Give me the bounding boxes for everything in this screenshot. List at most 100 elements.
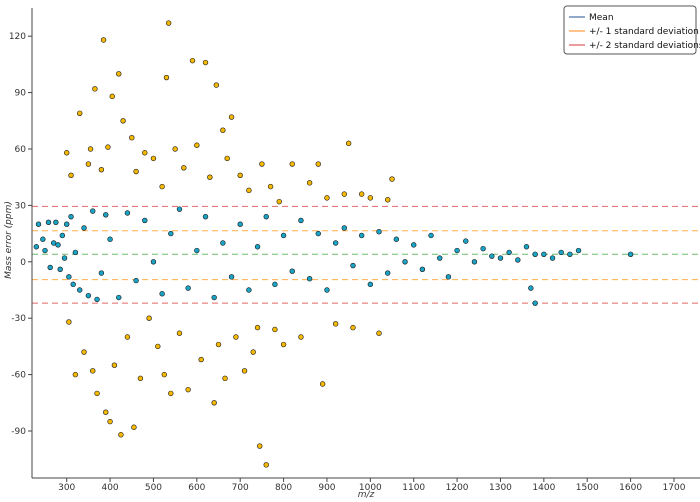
point-0-38 [228, 274, 235, 280]
point-0-43 [272, 281, 278, 288]
point-0-24 [107, 236, 113, 242]
point-1-25 [137, 375, 144, 382]
point-0-73 [528, 285, 534, 291]
point-1-4 [77, 110, 83, 116]
point-1-7 [87, 146, 94, 152]
point-0-29 [150, 259, 157, 265]
point-0-26 [124, 210, 131, 216]
point-1-3 [72, 371, 79, 378]
point-0-8 [55, 242, 61, 248]
point-1-63 [280, 341, 287, 348]
data-points [33, 20, 634, 468]
point-0-39 [237, 221, 243, 227]
legend-label-0: Mean [589, 13, 614, 23]
point-1-21 [124, 334, 131, 340]
x-tick-label-11: 1400 [532, 483, 555, 493]
point-1-73 [350, 324, 356, 331]
x-axis-title: m/z [358, 490, 375, 500]
point-1-20 [120, 118, 126, 124]
point-1-29 [155, 343, 161, 350]
point-0-74 [532, 251, 538, 257]
point-0-49 [324, 287, 330, 293]
x-tick-label-6: 900 [318, 483, 335, 493]
point-0-70 [506, 249, 512, 256]
point-1-48 [222, 375, 228, 382]
point-0-40 [246, 287, 252, 293]
point-1-35 [172, 146, 178, 152]
point-0-69 [497, 255, 504, 261]
point-1-58 [259, 161, 265, 167]
point-0-67 [480, 245, 486, 252]
point-0-76 [549, 255, 556, 261]
point-0-32 [176, 206, 183, 212]
point-0-64 [454, 247, 460, 254]
point-0-79 [575, 247, 582, 254]
point-1-19 [118, 432, 124, 438]
point-0-56 [384, 270, 391, 276]
point-0-80 [627, 251, 634, 257]
point-1-36 [176, 330, 183, 336]
point-0-10 [59, 232, 66, 239]
point-0-52 [350, 262, 356, 269]
point-1-69 [324, 195, 330, 201]
y-tick-label-7: 120 [9, 32, 26, 42]
y-tick-label-3: 0 [20, 258, 26, 268]
point-0-18 [81, 225, 87, 231]
point-1-54 [246, 187, 252, 194]
point-1-9 [92, 86, 98, 92]
legend-label-1: +/- 1 standard deviation [589, 27, 699, 37]
point-0-5 [47, 264, 53, 271]
point-1-39 [189, 57, 196, 64]
point-1-57 [257, 443, 263, 449]
point-0-61 [428, 232, 434, 239]
point-0-0 [33, 244, 40, 250]
point-1-2 [68, 172, 74, 179]
point-0-41 [254, 244, 261, 250]
point-1-18 [116, 71, 122, 77]
point-1-67 [315, 161, 321, 167]
point-1-42 [202, 59, 209, 66]
point-0-20 [90, 208, 96, 214]
point-0-81 [532, 300, 538, 306]
point-1-71 [341, 191, 348, 197]
point-0-66 [471, 259, 478, 265]
point-0-11 [61, 255, 68, 261]
x-tick-label-3: 600 [188, 483, 205, 493]
point-0-58 [402, 259, 408, 265]
point-0-71 [515, 257, 521, 263]
point-0-53 [358, 232, 365, 239]
point-1-60 [267, 183, 274, 190]
point-1-43 [207, 174, 213, 180]
point-1-47 [220, 127, 226, 133]
point-1-65 [298, 334, 304, 340]
point-1-50 [228, 114, 235, 120]
point-1-46 [215, 341, 222, 348]
point-0-42 [263, 213, 269, 220]
y-tick-label-6: 90 [15, 89, 27, 99]
legend-label-2: +/- 2 standard deviations [589, 41, 700, 51]
point-0-30 [159, 291, 165, 297]
point-1-44 [211, 400, 217, 406]
point-0-55 [376, 229, 382, 235]
point-0-77 [558, 249, 564, 256]
point-0-34 [194, 247, 200, 254]
point-0-37 [220, 240, 226, 246]
point-0-36 [211, 294, 217, 301]
point-0-23 [103, 212, 109, 218]
y-tick-label-4: 30 [15, 201, 27, 211]
point-1-51 [233, 334, 239, 340]
point-1-56 [254, 324, 261, 331]
point-1-53 [241, 368, 248, 374]
point-1-28 [150, 155, 157, 162]
point-1-13 [103, 409, 109, 415]
point-0-12 [64, 221, 70, 227]
point-0-19 [85, 292, 92, 299]
y-tick-label-2: -30 [11, 314, 26, 324]
point-0-60 [419, 266, 426, 273]
point-1-22 [129, 135, 135, 141]
point-0-54 [367, 281, 374, 288]
x-tick-label-8: 1100 [402, 483, 425, 493]
point-0-25 [116, 294, 122, 301]
x-axis-ticks: 300 400 500 600 700 800 900 1000 1100 1200 1300 140… [58, 478, 686, 493]
point-1-24 [133, 168, 139, 175]
